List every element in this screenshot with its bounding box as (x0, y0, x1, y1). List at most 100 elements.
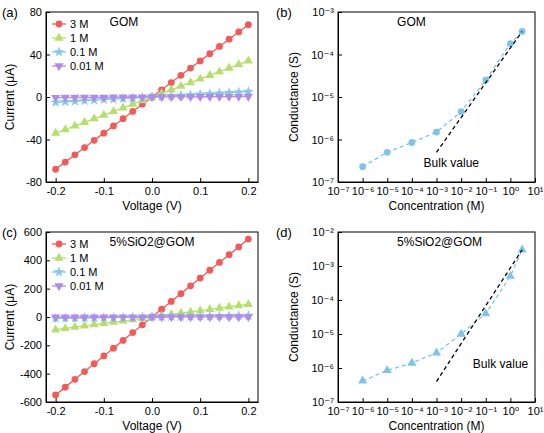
data-point (129, 329, 136, 336)
data-point (235, 243, 242, 250)
legend-marker (56, 241, 63, 248)
panel-label: (b) (276, 5, 292, 20)
data-point (197, 57, 204, 64)
data-point (70, 121, 79, 129)
data-point (52, 392, 59, 399)
x-tick: 10⁻¹ (475, 178, 497, 197)
data-point (178, 290, 185, 297)
x-tick: 10⁻⁵ (376, 178, 399, 197)
y-tick: -80 (26, 176, 50, 188)
x-tick: 10⁻⁵ (376, 398, 399, 417)
data-point (234, 314, 243, 322)
data-point (156, 311, 167, 321)
x-tick-label: 10¹ (528, 185, 544, 197)
y-tick-mark (46, 260, 50, 261)
y-tick-label: 10⁻⁷ (312, 396, 334, 408)
panel: -0.2-0.10.00.10.2-80-4004080Voltage (V)C… (2, 5, 259, 213)
data-point (206, 267, 213, 274)
data-point (70, 95, 79, 103)
x-tick-label: 10⁻² (451, 185, 473, 197)
y-tick: -400 (20, 368, 50, 380)
x-tick-label: 10⁻¹ (475, 185, 497, 197)
y-tick: 10⁻⁴ (311, 49, 342, 61)
x-tick-mark (412, 398, 413, 402)
data-point (226, 36, 233, 43)
data-point (245, 236, 252, 243)
x-tick: 0.0 (145, 178, 160, 197)
y-tick-label: 0 (36, 91, 42, 103)
x-tick-label: 0.0 (145, 405, 160, 417)
data-point (225, 302, 234, 310)
data-point (176, 94, 185, 102)
data-point (70, 322, 79, 330)
series-line (56, 61, 249, 133)
x-tick-mark (461, 398, 462, 402)
y-tick: 10⁻⁴ (311, 294, 342, 306)
x-axis: -0.2-0.10.00.10.2 (47, 398, 259, 417)
y-tick-label: 10⁻⁶ (311, 134, 334, 146)
data-point (51, 324, 60, 332)
x-tick-mark (535, 178, 536, 182)
y-tick-mark (338, 300, 342, 301)
data-point (157, 94, 166, 102)
y-tick-label: 10⁻⁴ (311, 294, 334, 306)
plot-area (359, 28, 525, 170)
x-tick-label: 10⁻⁵ (376, 185, 399, 197)
x-axis-title: Concentration (M) (388, 419, 484, 433)
x-tick: 10⁻⁴ (401, 178, 424, 197)
x-tick-mark (56, 398, 57, 402)
y-tick-mark (46, 140, 50, 141)
x-axis-title: Concentration (M) (388, 199, 484, 213)
data-point (506, 271, 515, 279)
figure: -0.2-0.10.00.10.2-80-4004080Voltage (V)C… (0, 0, 544, 433)
data-point (99, 110, 108, 118)
data-point (235, 29, 242, 36)
y-tick-label: -600 (20, 396, 42, 408)
data-point (234, 94, 243, 102)
data-point (225, 314, 234, 322)
data-point (72, 151, 79, 158)
data-point (216, 43, 223, 50)
x-tick-mark (387, 178, 388, 182)
y-tick-mark (338, 55, 342, 56)
y-tick-label: 10⁻³ (312, 6, 334, 18)
data-point (518, 245, 527, 253)
y-tick-mark (46, 97, 50, 98)
x-tick: 10⁻³ (426, 398, 448, 417)
data-point (109, 314, 118, 322)
x-tick-label: -0.1 (95, 405, 114, 417)
data-point (215, 303, 224, 311)
data-point (176, 314, 185, 322)
y-tick: -600 (20, 396, 50, 408)
legend-marker (54, 46, 65, 56)
legend-label: 1 M (70, 32, 88, 44)
data-point (196, 74, 205, 82)
x-tick-mark (387, 398, 388, 402)
x-tick-label: 10⁰ (503, 405, 520, 417)
x-tick-label: 0.1 (193, 185, 208, 197)
x-tick-label: 0.0 (145, 185, 160, 197)
x-axis: 10⁻⁷10⁻⁶10⁻⁵10⁻⁴10⁻³10⁻²10⁻¹10⁰10¹ (327, 178, 543, 197)
annotation: GOM (110, 15, 139, 29)
x-tick-mark (461, 178, 462, 182)
data-point (167, 314, 176, 322)
y-tick-label: -400 (20, 368, 42, 380)
data-point (147, 314, 156, 322)
data-point (215, 66, 224, 74)
data-point (205, 70, 214, 78)
data-point (119, 314, 128, 322)
data-point (109, 106, 118, 114)
data-point (61, 95, 70, 103)
data-point (81, 368, 88, 375)
data-point (168, 298, 175, 305)
annotation: Bulk value (424, 156, 480, 170)
x-tick: 10⁻² (451, 398, 473, 417)
y-tick-mark (338, 140, 342, 141)
y-tick: 80 (30, 6, 50, 18)
data-point (80, 314, 89, 322)
x-tick-label: 10⁻⁴ (401, 405, 424, 417)
data-point (91, 360, 98, 367)
legend-marker (54, 63, 63, 71)
series-line (437, 31, 523, 152)
data-point (108, 93, 119, 103)
